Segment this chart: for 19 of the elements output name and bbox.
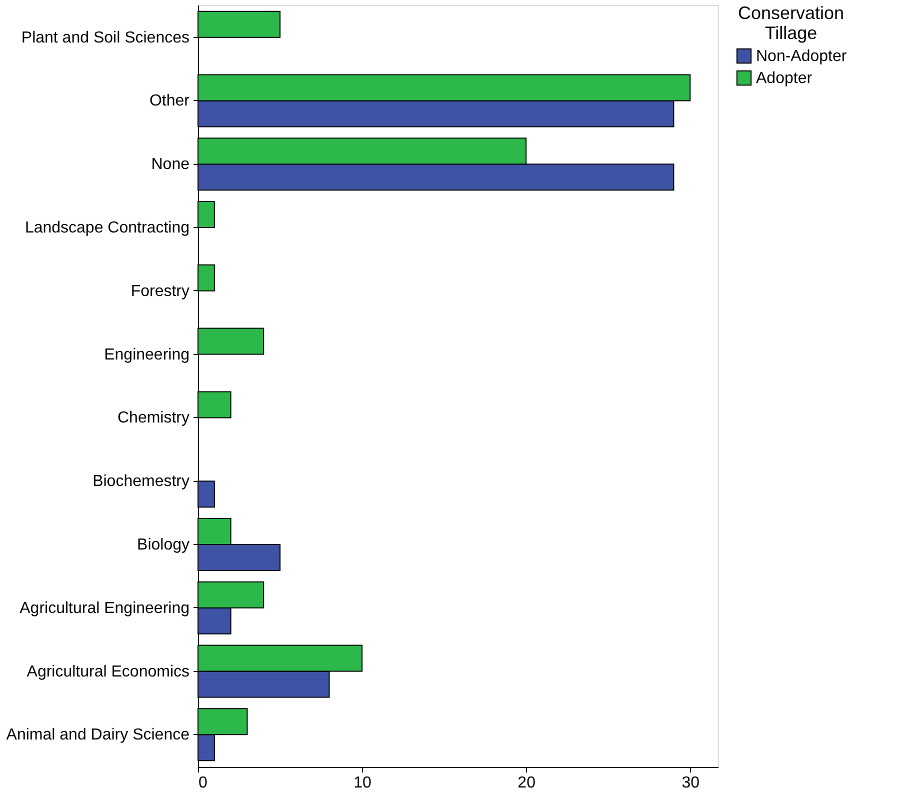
y-tick-label: Biology: [137, 536, 190, 554]
y-tick-label: Agricultural Engineering: [20, 600, 190, 617]
legend-label: Adopter: [756, 70, 813, 87]
y-tick-label: Landscape Contracting: [24, 220, 190, 237]
legend-title: Conservation Tillage: [738, 3, 844, 43]
y-tick-label: Engineering: [104, 346, 190, 364]
legend-label: Non-Adopter: [756, 48, 848, 65]
x-tick-label: 30: [682, 774, 700, 792]
x-tick-label: 20: [518, 774, 536, 792]
y-tick-label: Agricultural Economics: [26, 663, 190, 680]
y-tick-label: Animal and Dairy Science: [6, 726, 190, 744]
y-tick-label: Plant and Soil Sciences: [21, 29, 190, 46]
y-tick-label: Biochemestry: [92, 473, 190, 490]
x-tick-label: 10: [354, 774, 372, 792]
y-tick-label: None: [151, 156, 190, 174]
y-tick-label: Chemistry: [117, 410, 190, 427]
x-tick-label: 0: [198, 774, 208, 792]
y-tick-label: Forestry: [130, 282, 190, 300]
y-tick-label: Other: [149, 92, 190, 110]
